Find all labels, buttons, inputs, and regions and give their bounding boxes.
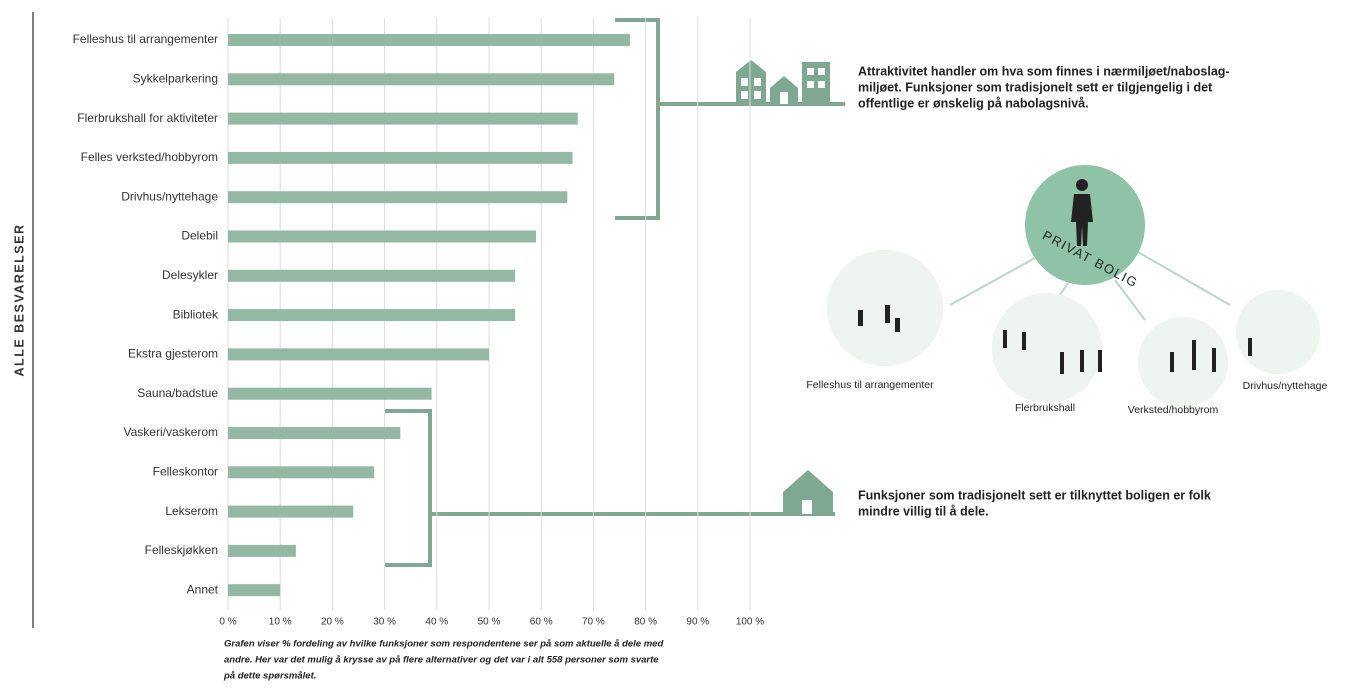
node-label: Verksted/hobbyrom (1128, 404, 1219, 416)
x-tick-label: 10 % (269, 617, 292, 628)
door (802, 500, 812, 514)
bar (228, 466, 375, 479)
y-tick-label: Felleskjøkken (145, 543, 218, 557)
footnote: Grafen viser % fordeling av hvilke funks… (224, 639, 663, 650)
house-icon (783, 470, 833, 514)
bar (228, 544, 296, 557)
y-tick-label: Lekserom (165, 504, 218, 518)
bar (228, 151, 573, 164)
x-tick-label: 90 % (686, 617, 709, 628)
node-circle (1236, 290, 1320, 374)
y-tick-label: Annet (187, 582, 219, 596)
node-label: Flerbrukshall (1015, 402, 1075, 414)
y-tick-label: Flerbrukshall for aktiviteter (77, 111, 218, 125)
x-tick-label: 70 % (582, 617, 605, 628)
annotation: Funksjoner som tradisjonelt sett er tilk… (858, 488, 1211, 502)
y-tick-label: Felleshus til arrangementer (73, 32, 218, 46)
node-label: Felleshus til arrangementer (806, 379, 934, 391)
bar (228, 387, 432, 400)
y-tick-label: Delebil (181, 229, 218, 243)
node-circle (992, 293, 1102, 403)
annotation: miljøet. Funksjoner som tradisjonelt set… (858, 80, 1213, 94)
bar (228, 34, 630, 46)
bar (228, 191, 568, 204)
annotation: mindre villig til å dele. (858, 504, 989, 518)
y-tick-label: Felles verksted/hobbyrom (81, 150, 218, 164)
x-tick-label: 40 % (425, 617, 448, 628)
node-circle (1138, 317, 1228, 407)
people-icons (858, 305, 1252, 374)
footnote: andre. Her var det mulig å krysse av på … (224, 655, 659, 666)
y-tick-label: Ekstra gjesterom (128, 347, 218, 361)
node-label: Drivhus/nyttehage (1243, 380, 1328, 392)
bar (228, 505, 354, 518)
bar (228, 112, 578, 125)
windows (741, 68, 825, 104)
x-tick-label: 20 % (321, 617, 344, 628)
bar (228, 348, 489, 361)
x-tick-label: 60 % (530, 617, 553, 628)
x-tick-label: 50 % (478, 617, 501, 628)
footnote: på dette spørsmålet. (223, 671, 316, 682)
y-tick-label: Bibliotek (173, 307, 219, 321)
y-tick-label: Drivhus/nyttehage (121, 189, 218, 203)
x-tick-label: 30 % (373, 617, 396, 628)
bracket (615, 18, 845, 220)
y-axis-label: ALLE BESVARELSER (12, 224, 26, 377)
bar (228, 230, 536, 243)
bar (228, 73, 615, 86)
annotation: offentlige er ønskelig på nabolagsnivå. (858, 96, 1089, 110)
bar (228, 427, 401, 439)
y-tick-label: Delesykler (162, 268, 218, 282)
bar (228, 309, 516, 322)
bar (228, 584, 281, 597)
person-icon (1071, 179, 1093, 246)
annotation: Attraktivitet handler om hva som finnes … (858, 64, 1230, 78)
y-tick-label: Felleskontor (153, 464, 218, 478)
bar (228, 269, 516, 282)
x-tick-label: 100 % (736, 617, 764, 628)
x-tick-label: 0 % (219, 617, 236, 628)
y-tick-label: Sauna/badstue (137, 386, 218, 400)
x-tick-label: 80 % (634, 617, 657, 628)
bracket (385, 409, 835, 567)
y-tick-label: Sykkelparkering (133, 71, 218, 85)
y-tick-label: Vaskeri/vaskerom (124, 425, 218, 439)
